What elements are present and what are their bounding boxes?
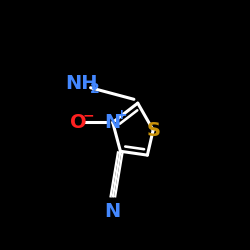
- Text: N: N: [104, 202, 121, 221]
- Text: +: +: [116, 108, 127, 122]
- Text: S: S: [146, 120, 160, 140]
- Text: −: −: [82, 108, 94, 122]
- Text: O: O: [70, 113, 86, 132]
- Text: NH: NH: [66, 74, 98, 94]
- Text: 2: 2: [90, 82, 99, 96]
- Text: N: N: [104, 113, 121, 132]
